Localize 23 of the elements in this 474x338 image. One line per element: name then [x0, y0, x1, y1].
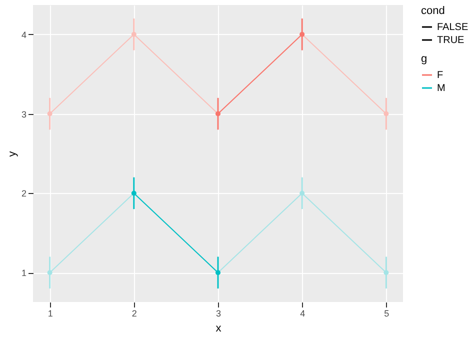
x-tick-label: 3: [216, 308, 222, 318]
x-tick-label: 1: [48, 308, 53, 318]
text: FALSE: [437, 22, 468, 33]
y-axis-title: y: [6, 150, 18, 157]
x-tick-label: 5: [384, 308, 390, 318]
y-tick-label: 1: [21, 268, 26, 278]
x-tick-label: 4: [300, 308, 306, 318]
x-tick-label: 2: [132, 308, 137, 318]
point: [384, 111, 389, 116]
point: [47, 111, 52, 116]
point: [131, 32, 136, 37]
x-axis-title: x: [216, 322, 222, 334]
legend-label: M: [437, 83, 446, 94]
text: TRUE: [437, 35, 465, 46]
point: [47, 270, 52, 276]
text: cond: [421, 5, 445, 17]
y-tick-label: 3: [21, 109, 26, 120]
legend-title: g: [421, 53, 428, 65]
y-tick-label: 2: [21, 188, 26, 199]
y-tick-label: 4: [21, 30, 26, 40]
point: [300, 190, 305, 196]
legend-label: F: [437, 70, 444, 81]
point: [384, 270, 389, 276]
